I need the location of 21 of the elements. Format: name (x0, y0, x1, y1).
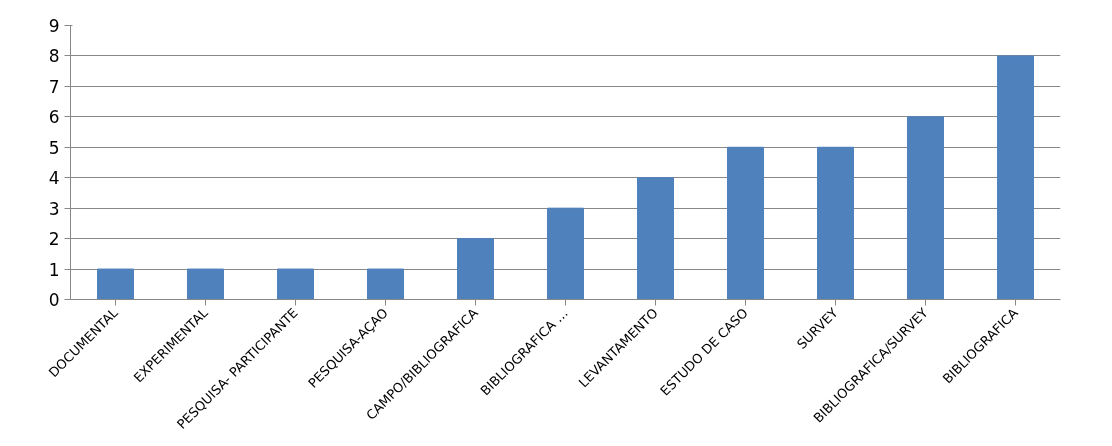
bar (727, 146, 764, 300)
bar (817, 146, 854, 300)
y-tick-label: 3 (48, 198, 60, 219)
y-tick-label: 9 (48, 16, 60, 36)
y-tick-label: 4 (48, 168, 60, 189)
bar (187, 268, 224, 300)
bar (907, 116, 944, 300)
y-tick-label: 8 (48, 46, 60, 67)
y-tick-label: 1 (48, 259, 60, 280)
bar (637, 177, 674, 300)
bar (277, 268, 314, 300)
bar (97, 268, 134, 300)
bar (457, 238, 494, 300)
bar (547, 207, 584, 300)
bar (367, 268, 404, 300)
y-tick-label: 0 (48, 290, 60, 310)
bar (997, 55, 1034, 300)
y-tick-label: 5 (48, 137, 60, 158)
y-tick-label: 7 (48, 76, 60, 97)
y-tick-label: 6 (48, 107, 60, 128)
y-tick-label: 2 (48, 229, 60, 250)
